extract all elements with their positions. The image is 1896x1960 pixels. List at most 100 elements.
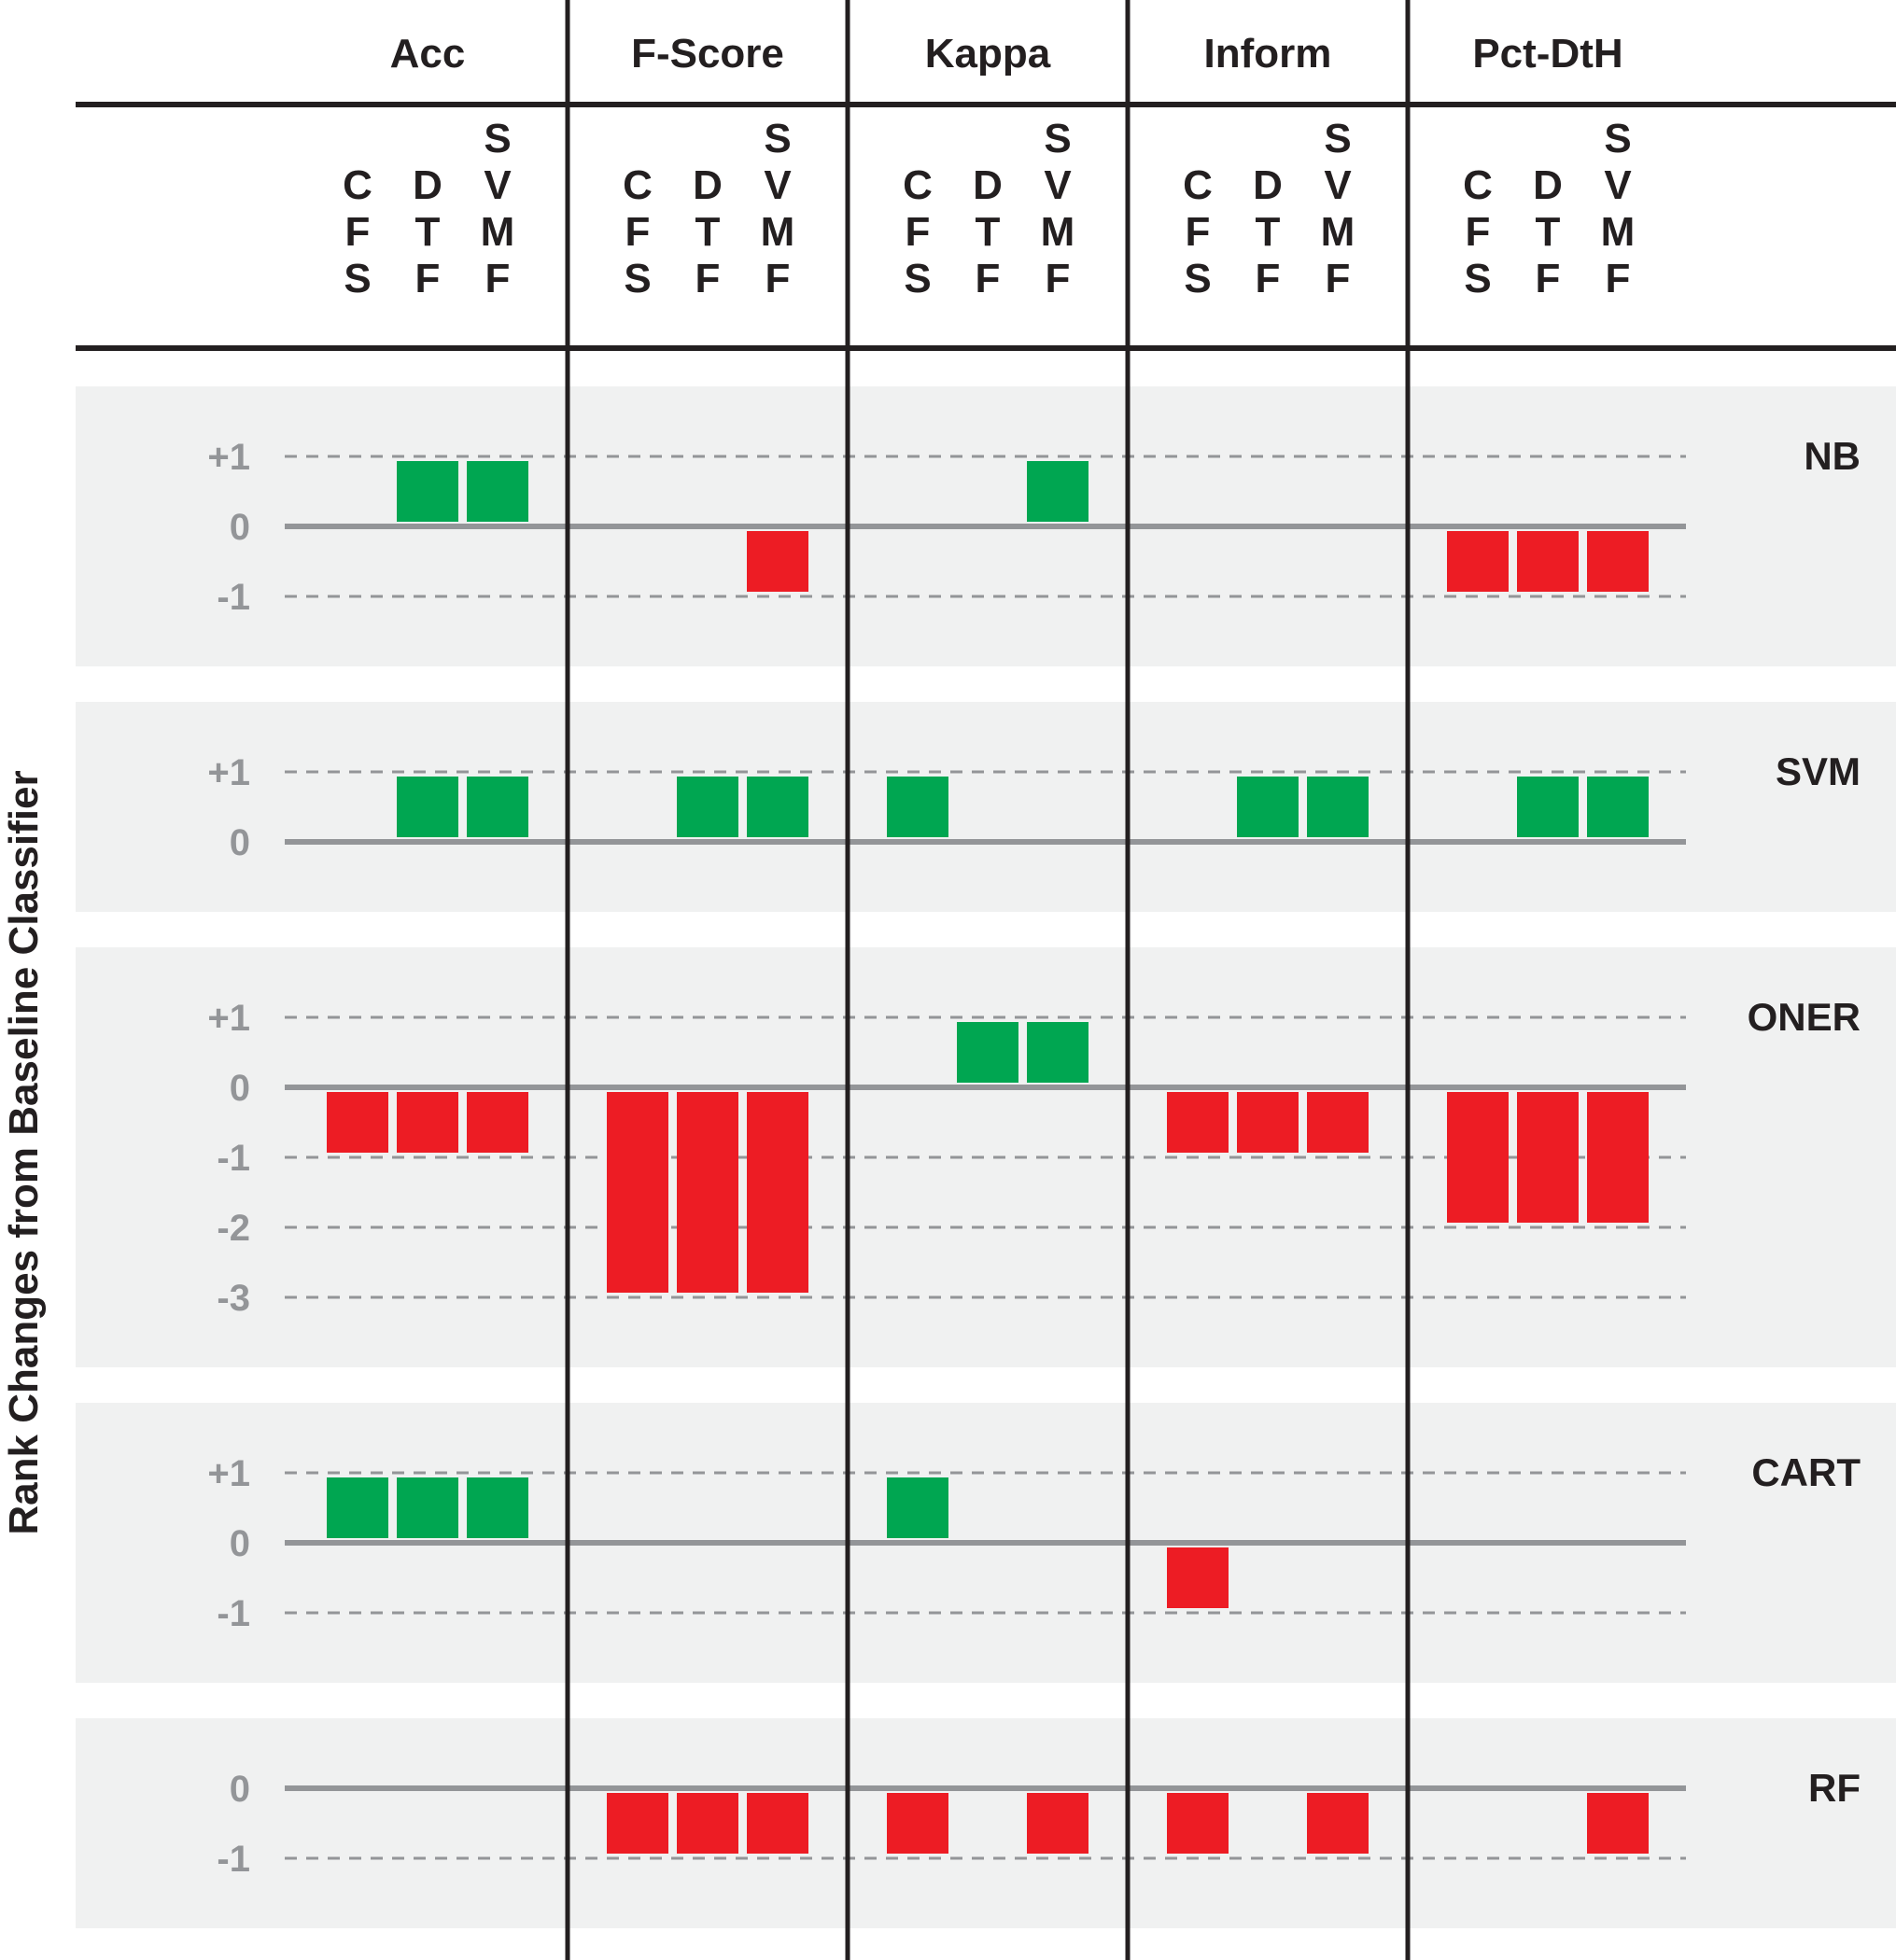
column-header: AccCFSDTFSVMFF-ScoreCFSDTFSVMFKappaCFSDT…	[76, 31, 1896, 351]
y-axis-label: Rank Changes from Baseline Classifier	[1, 770, 47, 1534]
tick-label-svm: 0	[230, 822, 250, 863]
selector-letter-f-score-dtf: F	[695, 256, 721, 301]
bar-rf-kappa-cfs	[887, 1793, 948, 1854]
tick-label-cart: -1	[217, 1593, 250, 1634]
bars	[327, 461, 1649, 1854]
bar-rf-pct-dth-svmf	[1587, 1793, 1649, 1854]
selector-letter-kappa-svmf: V	[1044, 162, 1072, 208]
selector-letter-kappa-cfs: S	[904, 256, 931, 301]
tick-label-svm: +1	[207, 752, 250, 793]
selector-letter-pct-dth-dtf: F	[1536, 256, 1561, 301]
selector-letter-f-score-dtf: T	[695, 209, 721, 255]
bar-oner-pct-dth-dtf	[1517, 1092, 1579, 1223]
bar-nb-pct-dth-dtf	[1517, 531, 1579, 592]
tick-label-nb: -1	[217, 577, 250, 618]
metric-label-kappa: Kappa	[925, 31, 1051, 77]
bar-nb-kappa-svmf	[1027, 461, 1088, 522]
bar-nb-pct-dth-svmf	[1587, 531, 1649, 592]
tick-label-nb: 0	[230, 507, 250, 548]
bar-nb-acc-svmf	[467, 461, 528, 522]
selector-letter-pct-dth-svmf: S	[1604, 116, 1631, 161]
tick-and-classifier-labels: +1 0 -1 NB +1 0 SVM +1 0 -1 -2 -3 ONER +1 0 -1 CART 0 -1 RF	[207, 434, 1861, 1880]
selector-letter-pct-dth-cfs: S	[1464, 256, 1491, 301]
bar-cart-acc-dtf	[397, 1477, 458, 1538]
tick-label-oner: 0	[230, 1068, 250, 1109]
selector-letter-inform-cfs: S	[1184, 256, 1211, 301]
bar-rf-f-score-svmf	[747, 1793, 808, 1854]
selector-letter-acc-svmf: F	[485, 256, 511, 301]
selector-letter-pct-dth-cfs: F	[1466, 209, 1491, 255]
selector-letter-f-score-dtf: D	[693, 162, 723, 208]
selector-letter-inform-svmf: F	[1326, 256, 1351, 301]
selector-letter-kappa-dtf: T	[976, 209, 1001, 255]
bar-cart-kappa-cfs	[887, 1477, 948, 1538]
selector-letter-f-score-svmf: M	[761, 209, 795, 255]
bar-rf-inform-cfs	[1167, 1793, 1229, 1854]
bar-oner-f-score-svmf	[747, 1092, 808, 1293]
bar-svm-f-score-dtf	[677, 777, 738, 837]
bar-oner-f-score-cfs	[607, 1092, 668, 1293]
selector-letter-f-score-svmf: F	[765, 256, 791, 301]
bar-oner-acc-svmf	[467, 1092, 528, 1153]
selector-letter-acc-svmf: M	[481, 209, 515, 255]
bar-cart-acc-cfs	[327, 1477, 388, 1538]
selector-letter-f-score-cfs: C	[623, 162, 653, 208]
selector-letter-pct-dth-svmf: M	[1601, 209, 1636, 255]
classifier-label-cart: CART	[1751, 1450, 1861, 1494]
selector-letter-f-score-svmf: S	[764, 116, 791, 161]
selector-letter-kappa-svmf: S	[1044, 116, 1071, 161]
bar-svm-inform-dtf	[1237, 777, 1299, 837]
selector-letter-f-score-cfs: S	[624, 256, 651, 301]
selector-letter-inform-cfs: F	[1186, 209, 1211, 255]
classifier-label-rf: RF	[1808, 1766, 1861, 1810]
bar-cart-acc-svmf	[467, 1477, 528, 1538]
column-dividers	[565, 0, 1411, 1960]
selector-letter-kappa-svmf: F	[1046, 256, 1071, 301]
gridlines	[285, 455, 1686, 1860]
bar-oner-pct-dth-svmf	[1587, 1092, 1649, 1223]
selector-letter-inform-svmf: M	[1321, 209, 1355, 255]
bar-nb-pct-dth-cfs	[1447, 531, 1509, 592]
bar-nb-acc-dtf	[397, 461, 458, 522]
selector-letter-acc-cfs: C	[343, 162, 372, 208]
bar-nb-f-score-svmf	[747, 531, 808, 592]
tick-label-rf: 0	[230, 1769, 250, 1810]
selector-letter-acc-svmf: V	[484, 162, 512, 208]
selector-letter-inform-dtf: D	[1253, 162, 1283, 208]
tick-label-oner: -3	[217, 1278, 250, 1319]
tick-label-oner: -1	[217, 1138, 250, 1179]
selector-letter-acc-cfs: F	[345, 209, 371, 255]
selector-letter-acc-dtf: F	[415, 256, 441, 301]
bar-svm-pct-dth-svmf	[1587, 777, 1649, 837]
bar-oner-inform-dtf	[1237, 1092, 1299, 1153]
selector-letter-acc-cfs: S	[344, 256, 371, 301]
bar-svm-acc-svmf	[467, 777, 528, 837]
selector-letter-inform-svmf: V	[1324, 162, 1352, 208]
bar-rf-f-score-cfs	[607, 1793, 668, 1854]
selector-letter-pct-dth-svmf: F	[1606, 256, 1631, 301]
metric-label-f-score: F-Score	[631, 31, 784, 77]
classifier-label-oner: ONER	[1748, 995, 1861, 1039]
selector-letter-pct-dth-svmf: V	[1604, 162, 1632, 208]
bar-rf-f-score-dtf	[677, 1793, 738, 1854]
tick-label-cart: +1	[207, 1453, 250, 1494]
tick-label-cart: 0	[230, 1523, 250, 1564]
bar-oner-acc-cfs	[327, 1092, 388, 1153]
metric-label-acc: Acc	[390, 31, 466, 77]
bar-svm-f-score-svmf	[747, 777, 808, 837]
selector-letter-acc-dtf: T	[415, 209, 441, 255]
bar-svm-kappa-cfs	[887, 777, 948, 837]
metric-label-inform: Inform	[1204, 31, 1332, 77]
selector-letter-inform-dtf: T	[1256, 209, 1281, 255]
selector-letter-kappa-svmf: M	[1041, 209, 1075, 255]
bar-cart-inform-cfs	[1167, 1547, 1229, 1608]
selector-letter-f-score-cfs: F	[625, 209, 651, 255]
selector-letter-kappa-dtf: F	[976, 256, 1001, 301]
classifier-label-nb: NB	[1804, 434, 1861, 478]
bar-oner-kappa-dtf	[957, 1022, 1018, 1083]
bar-oner-acc-dtf	[397, 1092, 458, 1153]
selector-letter-pct-dth-dtf: D	[1533, 162, 1563, 208]
bar-rf-kappa-svmf	[1027, 1793, 1088, 1854]
selector-letter-inform-dtf: F	[1256, 256, 1281, 301]
